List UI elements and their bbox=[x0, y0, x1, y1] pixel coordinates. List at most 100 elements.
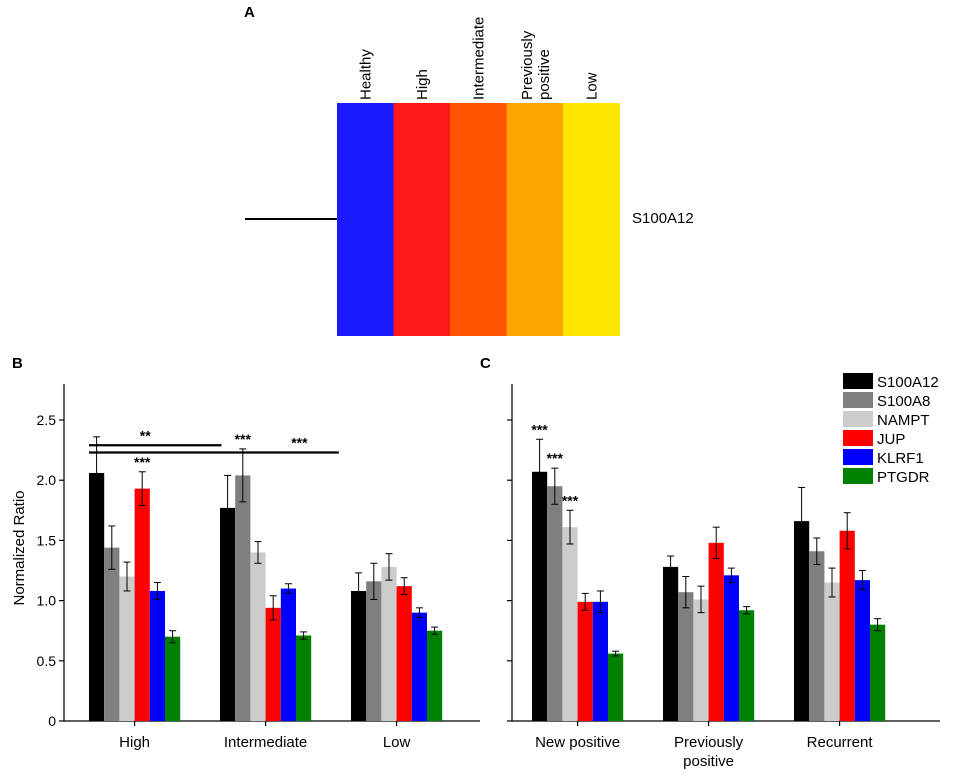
heatmap-column-label-previously-positive: Previouslypositive bbox=[519, 30, 553, 100]
error-bar-intermediate-jup bbox=[269, 595, 277, 621]
error-bar-intermediate-nampt bbox=[254, 541, 262, 564]
bar-new-positive-nampt bbox=[562, 527, 578, 721]
bar-intermediate-s100a8 bbox=[235, 475, 251, 721]
error-bar-low-jup bbox=[400, 577, 408, 596]
bar-low-nampt bbox=[381, 566, 397, 721]
bar-recurrent-nampt bbox=[824, 582, 840, 721]
bar-intermediate-nampt bbox=[250, 552, 266, 721]
legend-label-s100a12: S100A12 bbox=[877, 374, 939, 391]
heatmap-column-label-intermediate: Intermediate bbox=[470, 17, 487, 100]
significance-marker: *** bbox=[547, 450, 564, 466]
error-bar-low-s100a12 bbox=[355, 572, 363, 610]
bar-low-s100a8 bbox=[366, 581, 382, 721]
error-bar-new-positive-jup bbox=[581, 592, 589, 611]
legend-label-klrf1: KLRF1 bbox=[877, 450, 924, 467]
error-bar-low-s100a8 bbox=[370, 562, 378, 600]
error-bar-high-s100a12 bbox=[93, 436, 101, 510]
heatmap-column-label-healthy: Healthy bbox=[357, 49, 374, 100]
error-bar-high-ptgdr bbox=[169, 630, 177, 644]
legend-label-s100a8: S100A8 bbox=[877, 393, 930, 410]
error-bar-previously-positive-jup bbox=[712, 526, 720, 559]
bar-intermediate-s100a12 bbox=[220, 507, 236, 721]
y-tick-label: 2.5 bbox=[37, 412, 57, 428]
bar-intermediate-ptgdr bbox=[296, 635, 312, 721]
significance-bracket-label: *** bbox=[291, 435, 308, 451]
x-category-label-new-positive: New positive bbox=[535, 734, 620, 751]
bar-recurrent-s100a12 bbox=[794, 521, 810, 721]
bar-low-s100a12 bbox=[351, 590, 367, 721]
legend-swatch-klrf1 bbox=[843, 449, 873, 465]
heatmap-column-label-low: Low bbox=[583, 72, 600, 100]
bar-intermediate-jup bbox=[265, 607, 281, 721]
error-bar-previously-positive-nampt bbox=[697, 585, 705, 614]
bar-previously-positive-jup bbox=[708, 542, 724, 721]
y-tick-label: 0 bbox=[48, 713, 56, 729]
bar-new-positive-jup bbox=[577, 601, 593, 721]
heatmap-cell-healthy bbox=[337, 103, 394, 336]
legend-swatch-s100a8 bbox=[843, 392, 873, 408]
error-bar-new-positive-s100a12 bbox=[536, 438, 544, 505]
heatmap-row-label: S100A12 bbox=[632, 210, 694, 227]
significance-marker: *** bbox=[531, 421, 548, 437]
bar-high-klrf1 bbox=[149, 590, 165, 721]
heatmap-cell-high bbox=[393, 103, 451, 336]
panel-label-a: A bbox=[244, 4, 255, 21]
bar-low-jup bbox=[396, 586, 412, 721]
error-bar-high-klrf1 bbox=[153, 582, 161, 600]
error-bar-new-positive-nampt bbox=[566, 509, 574, 545]
bar-new-positive-klrf1 bbox=[592, 601, 608, 721]
legend-swatch-ptgdr bbox=[843, 468, 873, 484]
heatmap-panel: A Healthy High Intermediate Previouslyposit… bbox=[244, 4, 694, 336]
x-category-label-previously-positive: Previously positive bbox=[674, 734, 744, 770]
bar-recurrent-jup bbox=[839, 530, 855, 721]
bar-high-jup bbox=[134, 488, 150, 721]
error-bar-high-jup bbox=[138, 471, 146, 506]
x-category-label-low: Low bbox=[383, 734, 411, 751]
error-bar-recurrent-jup bbox=[843, 512, 851, 550]
legend: S100A12 S100A8 NAMPT JUP KLRF1 PTGDR bbox=[843, 373, 939, 486]
panel-label-c: C bbox=[480, 355, 491, 372]
error-bar-new-positive-ptgdr bbox=[612, 650, 620, 657]
error-bar-intermediate-klrf1 bbox=[284, 583, 292, 594]
x-category-label-high: High bbox=[119, 734, 150, 751]
error-bar-low-nampt bbox=[385, 553, 393, 581]
error-bar-new-positive-klrf1 bbox=[596, 590, 604, 614]
error-bar-recurrent-s100a12 bbox=[798, 486, 806, 556]
chart-panel-c: C New positive Previously positive Recurren… bbox=[480, 355, 940, 770]
heatmap-cell-previously-positive bbox=[506, 103, 564, 336]
legend-swatch-s100a12 bbox=[843, 373, 873, 389]
bar-high-s100a12 bbox=[89, 472, 105, 721]
heatmap-column-label-high: High bbox=[414, 69, 431, 100]
bar-high-ptgdr bbox=[165, 636, 181, 721]
y-tick-label: 1.5 bbox=[37, 532, 57, 548]
significance-marker: *** bbox=[134, 454, 151, 470]
bar-new-positive-s100a8 bbox=[547, 486, 563, 721]
error-bar-low-klrf1 bbox=[415, 607, 423, 618]
heatmap-cell-intermediate bbox=[450, 103, 507, 336]
bar-low-klrf1 bbox=[411, 612, 427, 721]
bar-new-positive-s100a12 bbox=[532, 471, 548, 721]
error-bar-intermediate-ptgdr bbox=[300, 631, 308, 640]
error-bar-recurrent-s100a8 bbox=[813, 537, 821, 565]
bar-previously-positive-s100a12 bbox=[663, 566, 679, 721]
y-tick-label: 2.0 bbox=[37, 472, 57, 488]
y-tick-label: 0.5 bbox=[37, 653, 57, 669]
y-tick-label: 1.0 bbox=[37, 593, 57, 609]
bar-recurrent-ptgdr bbox=[870, 624, 886, 721]
significance-marker: *** bbox=[235, 431, 252, 447]
legend-swatch-jup bbox=[843, 430, 873, 446]
bar-previously-positive-s100a8 bbox=[678, 592, 694, 721]
chart-panel-b: B Normalized Ratio 0 0.5 1.0 1.5 2.0 2.5 High I… bbox=[11, 355, 480, 751]
error-bar-previously-positive-klrf1 bbox=[727, 567, 735, 584]
error-bar-intermediate-s100a8 bbox=[239, 448, 247, 503]
error-bar-low-ptgdr bbox=[431, 626, 439, 635]
error-bar-recurrent-klrf1 bbox=[858, 570, 866, 591]
bar-previously-positive-nampt bbox=[693, 599, 709, 721]
panel-label-b: B bbox=[12, 355, 23, 372]
bar-previously-positive-ptgdr bbox=[739, 610, 755, 721]
bar-high-nampt bbox=[119, 576, 135, 721]
error-bar-new-positive-s100a8 bbox=[551, 467, 559, 505]
legend-label-jup: JUP bbox=[877, 431, 905, 448]
error-bar-previously-positive-ptgdr bbox=[743, 606, 751, 615]
